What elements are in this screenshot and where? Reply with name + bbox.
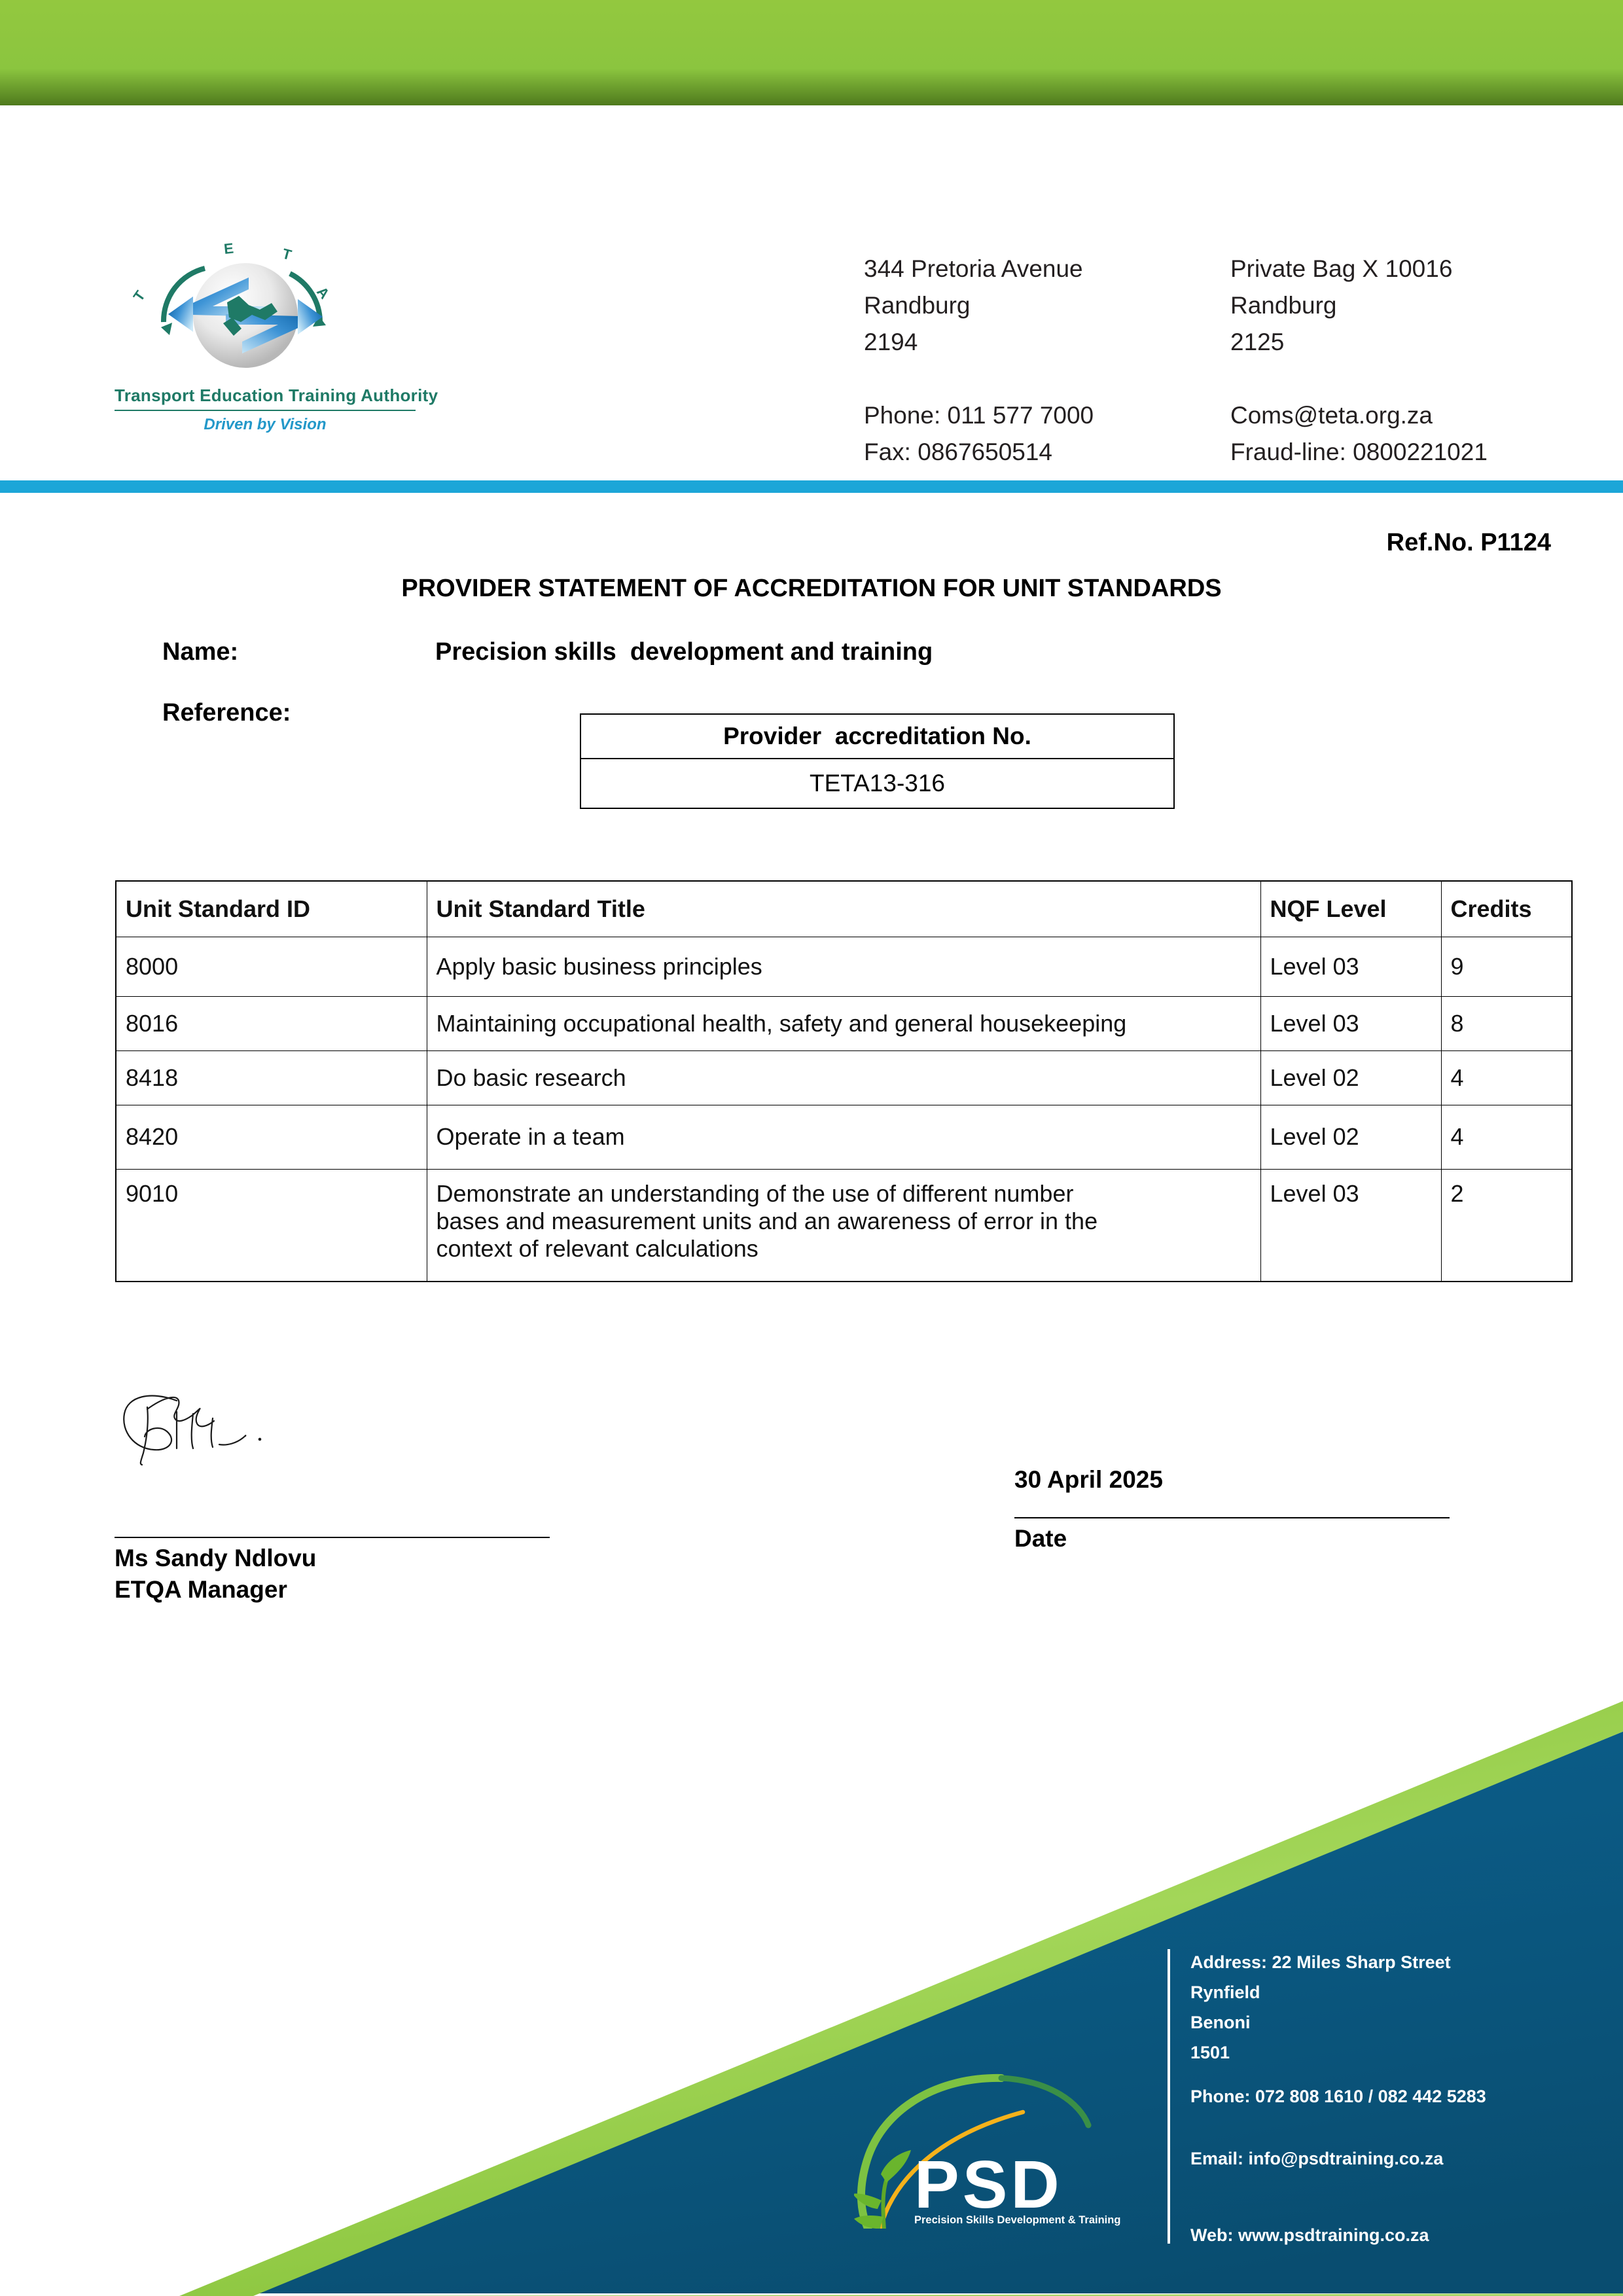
svg-text:Precision Skills Development &: Precision Skills Development & Training bbox=[914, 2214, 1120, 2226]
svg-text:PSD: PSD bbox=[914, 2147, 1063, 2222]
svg-text:T: T bbox=[281, 245, 294, 264]
svg-text:E: E bbox=[223, 240, 234, 257]
svg-text:T: T bbox=[130, 287, 149, 304]
